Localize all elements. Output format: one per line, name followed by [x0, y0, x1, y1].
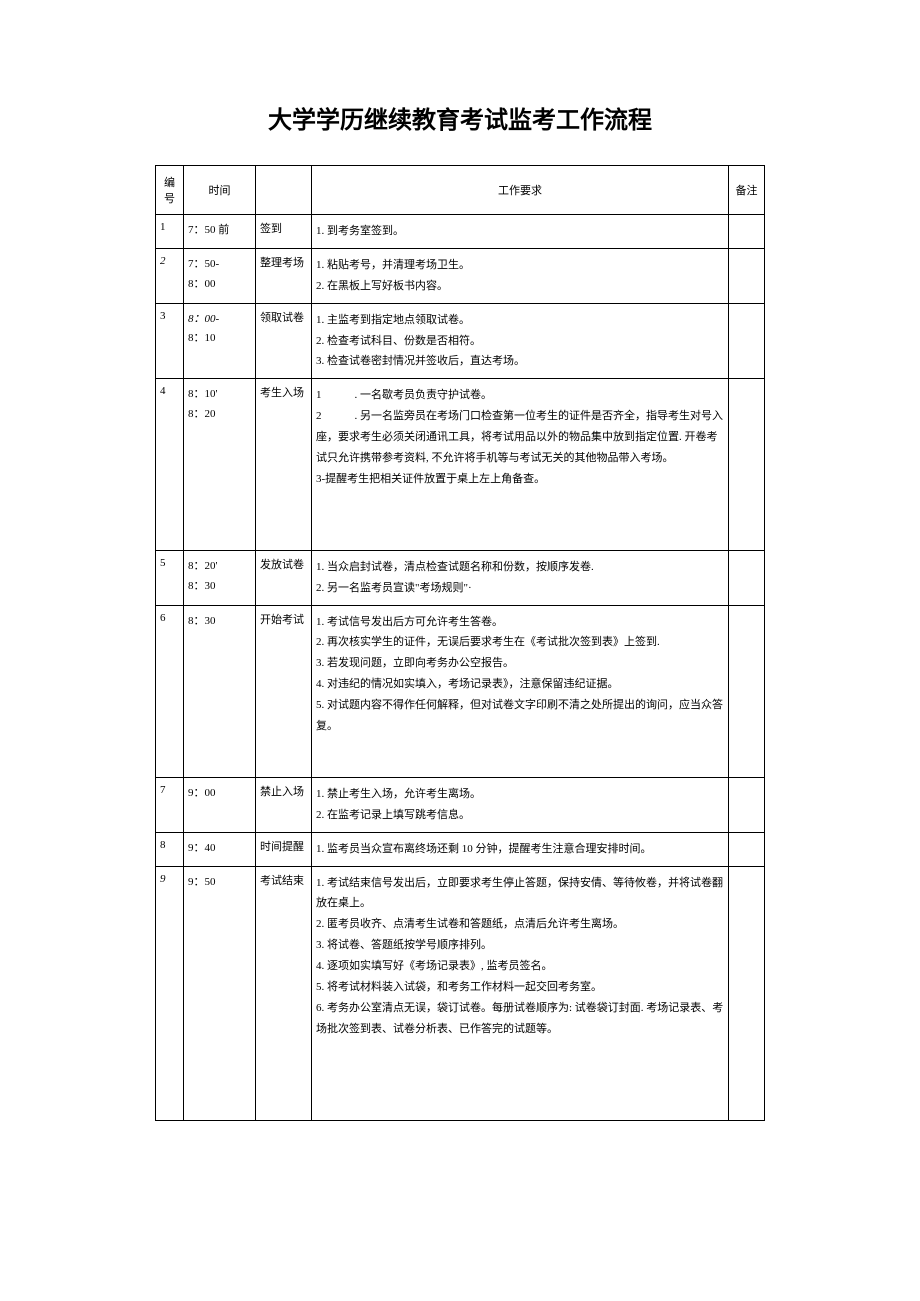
header-stage: [256, 166, 312, 215]
cell-num: 7: [156, 777, 184, 832]
cell-num: 6: [156, 605, 184, 777]
workflow-table: 编号 时间 工作要求 备注 17：50 前签到1. 到考务室签到。27：50-8…: [155, 165, 765, 1121]
cell-requirement: 1. 考试结束信号发出后，立即要求考生停止答题，保持安倩、等待攸卷，并将试卷翻放…: [312, 866, 729, 1120]
header-num: 编号: [156, 166, 184, 215]
cell-num: 5: [156, 550, 184, 605]
cell-stage: 领取试卷: [256, 303, 312, 379]
table-row: 58：20'8：30发放试卷1. 当众启封试卷，清点检查试题名称和份数，按顺序发…: [156, 550, 765, 605]
page-title: 大学学历继续教育考试监考工作流程: [155, 100, 765, 135]
cell-remark: [729, 777, 765, 832]
cell-stage: 考试结束: [256, 866, 312, 1120]
table-header-row: 编号 时间 工作要求 备注: [156, 166, 765, 215]
table-row: 27：50-8：00整理考场1. 粘贴考号，并清理考场卫生。2. 在黑板上写好板…: [156, 248, 765, 303]
cell-requirement: 1. 到考务室签到。: [312, 215, 729, 249]
cell-time: 8：00-8：10: [184, 303, 256, 379]
table-row: 99：50考试结束1. 考试结束信号发出后，立即要求考生停止答题，保持安倩、等待…: [156, 866, 765, 1120]
cell-requirement: 1. 考试信号发出后方可允许考生答卷。2. 再次核实学生的证件，无误后要求考生在…: [312, 605, 729, 777]
cell-num: 4: [156, 379, 184, 550]
table-row: 79：00禁止入场1. 禁止考生入场，允许考生离场。2. 在监考记录上填写跳考信…: [156, 777, 765, 832]
cell-time: 9：50: [184, 866, 256, 1120]
cell-stage: 发放试卷: [256, 550, 312, 605]
cell-stage: 禁止入场: [256, 777, 312, 832]
cell-requirement: 1. 粘贴考号，并清理考场卫生。2. 在黑板上写好板书内容。: [312, 248, 729, 303]
cell-stage: 时间提醒: [256, 832, 312, 866]
header-time: 时间: [184, 166, 256, 215]
cell-remark: [729, 605, 765, 777]
cell-stage: 开始考试: [256, 605, 312, 777]
cell-requirement: 1. 当众启封试卷，清点检查试题名称和份数，按顺序发卷.2. 另一名监考员宣读"…: [312, 550, 729, 605]
cell-stage: 考生入场: [256, 379, 312, 550]
cell-num: 3: [156, 303, 184, 379]
cell-time: 8：20'8：30: [184, 550, 256, 605]
cell-time: 7：50-8：00: [184, 248, 256, 303]
cell-requirement: 1 . 一名歇考员负责守护试卷。2 . 另一名监旁员在考场门口检查第一位考生的证…: [312, 379, 729, 550]
cell-remark: [729, 379, 765, 550]
cell-remark: [729, 303, 765, 379]
cell-time: 7：50 前: [184, 215, 256, 249]
cell-remark: [729, 248, 765, 303]
cell-requirement: 1. 禁止考生入场，允许考生离场。2. 在监考记录上填写跳考信息。: [312, 777, 729, 832]
cell-stage: 签到: [256, 215, 312, 249]
header-requirement: 工作要求: [312, 166, 729, 215]
cell-time: 9：40: [184, 832, 256, 866]
table-row: 68：30开始考试1. 考试信号发出后方可允许考生答卷。2. 再次核实学生的证件…: [156, 605, 765, 777]
cell-remark: [729, 215, 765, 249]
cell-time: 8：30: [184, 605, 256, 777]
cell-num: 9: [156, 866, 184, 1120]
table-row: 48：10'8：20考生入场1 . 一名歇考员负责守护试卷。2 . 另一名监旁员…: [156, 379, 765, 550]
cell-remark: [729, 866, 765, 1120]
cell-requirement: 1. 主监考到指定地点领取试卷。2. 检查考试科目、份数是否相符。3. 检查试卷…: [312, 303, 729, 379]
cell-stage: 整理考场: [256, 248, 312, 303]
cell-requirement: 1. 监考员当众宣布离终场还剩 10 分钟，提醒考生注意合理安排时间。: [312, 832, 729, 866]
cell-num: 8: [156, 832, 184, 866]
cell-time: 9：00: [184, 777, 256, 832]
cell-num: 1: [156, 215, 184, 249]
table-row: 38：00-8：10领取试卷1. 主监考到指定地点领取试卷。2. 检查考试科目、…: [156, 303, 765, 379]
cell-num: 2: [156, 248, 184, 303]
cell-remark: [729, 550, 765, 605]
table-row: 89：40时间提醒1. 监考员当众宣布离终场还剩 10 分钟，提醒考生注意合理安…: [156, 832, 765, 866]
header-remark: 备注: [729, 166, 765, 215]
table-row: 17：50 前签到1. 到考务室签到。: [156, 215, 765, 249]
cell-time: 8：10'8：20: [184, 379, 256, 550]
cell-remark: [729, 832, 765, 866]
